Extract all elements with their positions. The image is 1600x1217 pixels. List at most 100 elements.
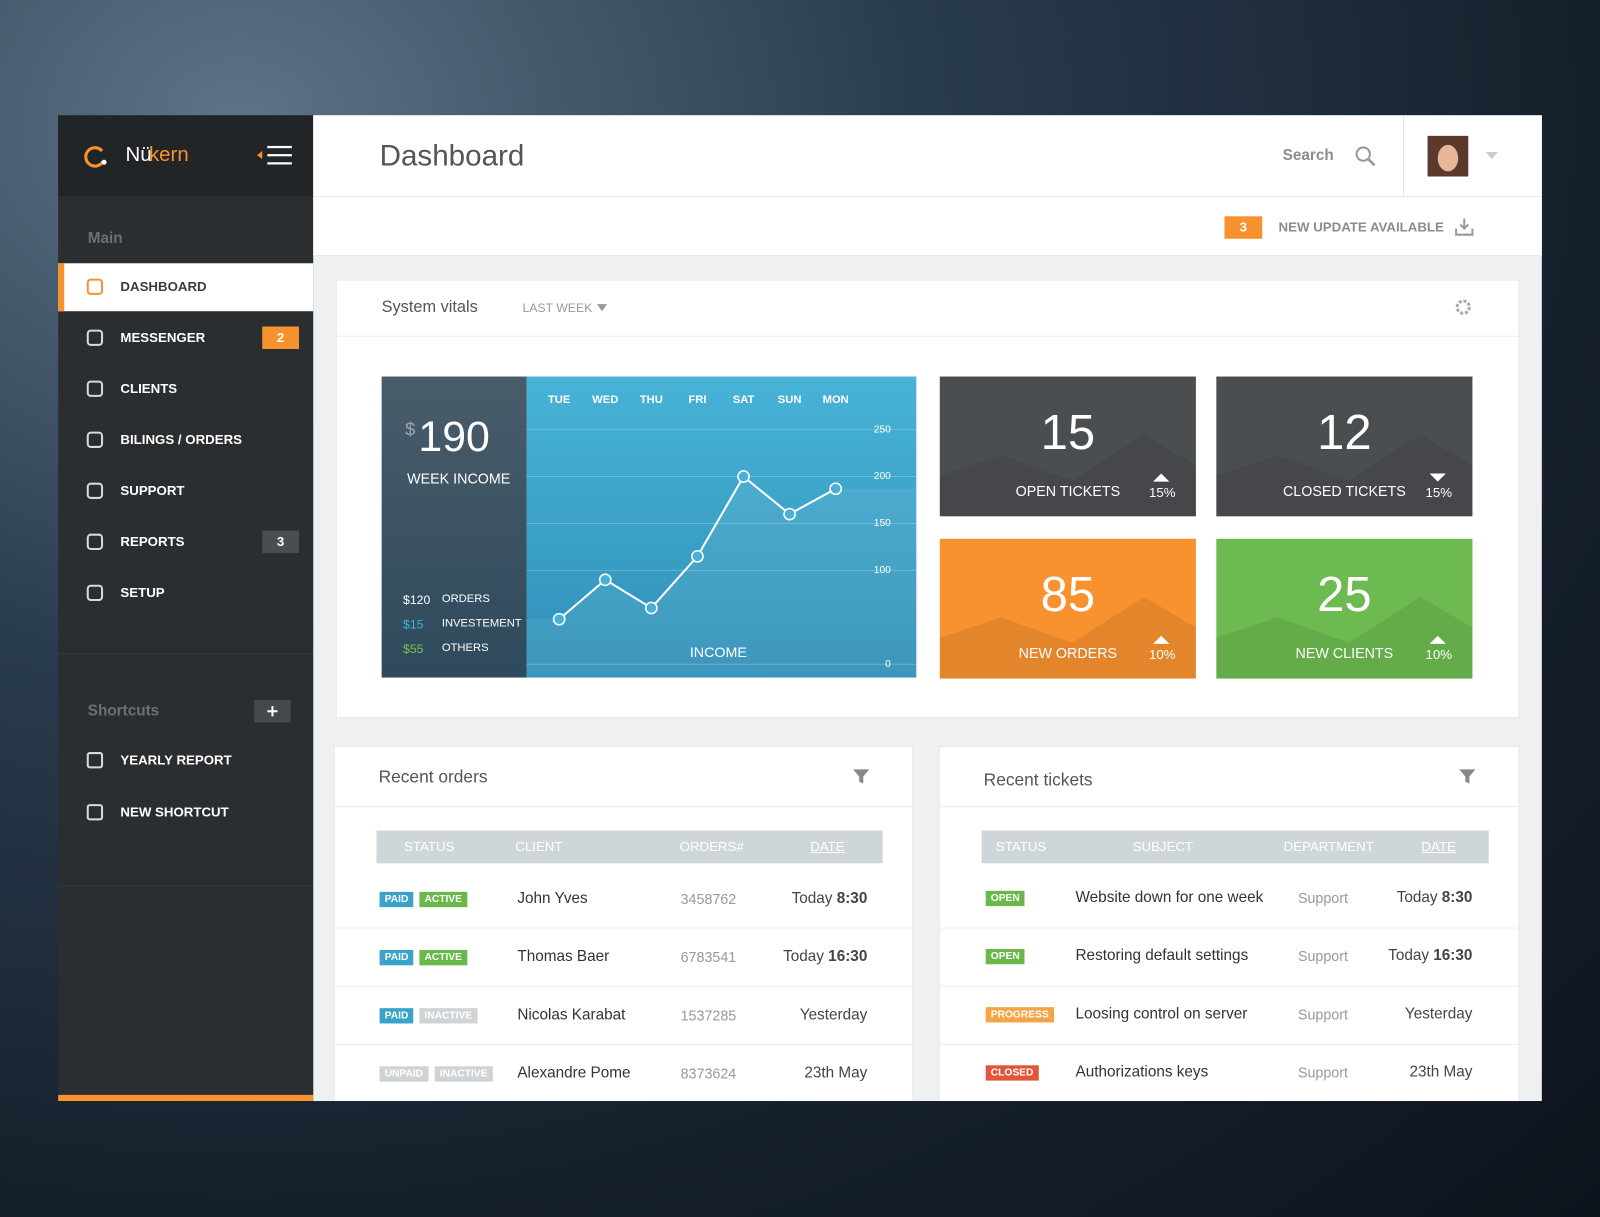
period-select[interactable]: LAST WEEK [522,300,593,316]
update-text[interactable]: NEW UPDATE AVAILABLE [1278,219,1444,235]
tile-value: 85 [1040,568,1096,623]
search-label[interactable]: Search [1282,146,1334,165]
trend-arrow [1153,473,1170,482]
trend-triangle [1153,635,1170,644]
shortcut-icon [86,752,104,769]
nav-icon-shape [86,482,104,499]
shortcut-item[interactable]: YEARLY REPORT [120,752,232,768]
date-text: Today [783,947,824,966]
column-header: STATUS [995,838,1047,855]
tile-decoration [939,596,1196,679]
update-count: 3 [1224,216,1263,239]
logo-ring [84,146,105,168]
time-text: 16:30 [1433,946,1473,965]
tile-change: 15% [1148,484,1176,500]
shortcut-icon-shape [86,804,104,821]
trend-arrow [1429,473,1446,482]
column-header: SUBJECT [1132,838,1194,855]
date-text: Yesterday [799,1006,868,1024]
brand-name-first: Nü [125,143,152,167]
card-divider [333,806,914,808]
nav-icon-shape [86,533,104,550]
column-header[interactable]: DATE [810,838,845,855]
avatar-face [1437,144,1459,172]
nav-icon-shape [86,431,104,448]
column-header[interactable]: DATE [1421,838,1456,855]
download-icon[interactable] [1454,216,1474,236]
tile-mountains [939,596,1196,679]
breakdown-label: INVESTEMENT [441,617,522,630]
date-cell: Today 16:30 [783,948,867,966]
order-number: 3458762 [680,890,737,907]
card-title: System vitals [381,299,478,317]
page-title: Dashboard [379,139,525,173]
status-tag: INACTIVE [434,1065,493,1082]
trend-triangle [1153,473,1170,482]
nav-icon [86,431,104,448]
column-header: STATUS [404,838,455,855]
tile-change: 10% [1148,646,1176,663]
table-header [376,830,883,864]
ticket-department: Support [1297,1063,1348,1081]
income-amount: 190 [418,412,490,460]
filter-icon[interactable] [1458,768,1476,784]
income-currency: $ [405,419,416,440]
card-divider [335,335,1520,337]
plus-icon [267,706,278,717]
breakdown-amount: $120 [403,592,431,607]
income-label: WEEK INCOME [407,469,511,487]
shortcut-icon [86,804,104,821]
ticket-subject: Restoring default settings [1075,946,1249,965]
date-cell: 23th May [804,1064,867,1082]
date-cell: 23th May [1409,1063,1472,1081]
search-icon[interactable] [1354,145,1376,167]
nav-icon-shape [86,584,104,602]
card-title: Recent orders [378,767,488,787]
nav-item[interactable]: SUPPORT [120,482,185,499]
status-tag: PAID [379,949,414,965]
user-avatar[interactable] [1427,135,1469,177]
row-divider [333,985,914,987]
sidebar-divider [58,885,314,887]
status-tag: OPEN [985,890,1025,906]
nav-item[interactable]: REPORTS [120,533,185,550]
menu-line [267,145,292,149]
brand-name-second: kern [148,143,189,167]
section-label: Shortcuts [87,702,160,720]
nav-icon [86,329,104,346]
download-shape [1455,218,1474,236]
nav-item[interactable]: SETUP [120,584,165,601]
sidebar-bottom-bar [58,1094,314,1102]
user-menu-caret[interactable] [1485,151,1499,161]
row-divider [333,1043,914,1045]
client-name: John Yves [517,889,588,908]
tile-mountains [939,434,1196,517]
column-header: CLIENT [515,838,563,855]
tile-value: 12 [1317,406,1372,461]
order-number: 1537285 [680,1006,737,1024]
ticket-department: Support [1297,1005,1348,1023]
settings-icon[interactable] [1454,298,1472,316]
tile-label: NEW CLIENTS [1295,644,1394,662]
menu-toggle[interactable] [255,143,296,167]
nav-item[interactable]: BILINGS / ORDERS [120,431,243,448]
add-shortcut-button[interactable] [254,699,291,723]
filter-icon[interactable] [852,768,870,784]
nav-icon [86,533,104,550]
header-divider [1403,115,1405,197]
row-divider [938,927,1520,929]
ticket-subject: Loosing control on server [1075,1005,1248,1023]
status-tag: UNPAID [379,1065,429,1082]
menu-arrow [257,151,263,160]
ticket-department: Support [1297,947,1348,964]
nav-item[interactable]: MESSENGER [120,329,206,346]
active-marker [58,263,65,312]
nav-icon [86,380,104,397]
nav-icon [86,584,104,602]
time-text: 8:30 [836,889,868,908]
nav-item[interactable]: DASHBOARD [120,278,207,295]
column-header: ORDERS# [679,838,744,855]
nav-item[interactable]: CLIENTS [120,380,178,397]
shortcut-item[interactable]: NEW SHORTCUT [120,804,229,820]
